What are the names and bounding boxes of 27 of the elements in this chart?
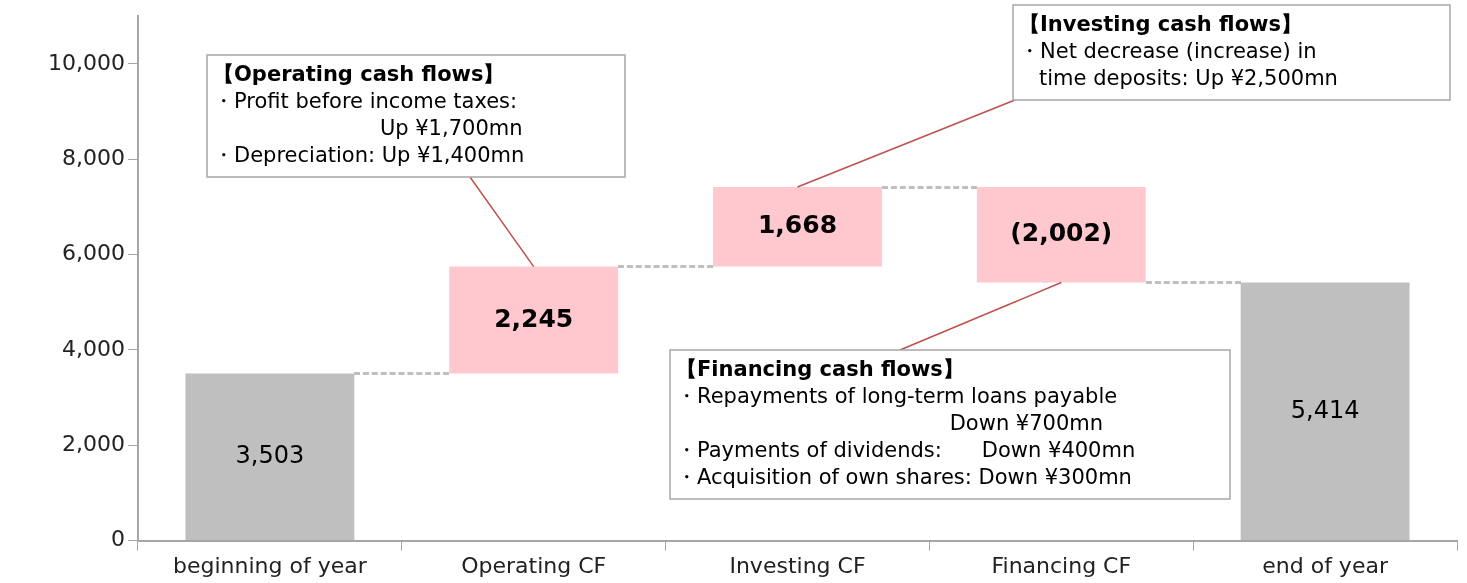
data-label: (2,002) bbox=[1010, 218, 1113, 248]
y-tick-label: 0 bbox=[110, 526, 125, 552]
y-tick-label: 10,000 bbox=[47, 49, 125, 75]
annotation: 【Financing cash flows】 bbox=[676, 356, 964, 381]
bar bbox=[1240, 282, 1410, 541]
x-tick-label: Operating CF bbox=[461, 552, 607, 578]
x-tick-label: Financing CF bbox=[991, 552, 1132, 578]
y-tick-label: 2,000 bbox=[61, 430, 125, 456]
bar bbox=[713, 187, 882, 267]
annotation: ・Net decrease (increase) in time deposits: Up ¥2,500mn bbox=[1019, 38, 1338, 90]
x-tick-label: end of year bbox=[1262, 552, 1389, 578]
bar bbox=[185, 373, 355, 541]
annotation: ・Profit before income taxes: Up ¥1,700mn ・Depreciation: Up ¥1,400mn bbox=[213, 88, 525, 167]
annotation: 【Operating cash flows】 bbox=[213, 61, 505, 86]
annotation: 【Investing cash flows】 bbox=[1019, 11, 1302, 36]
data-label: 5,414 bbox=[1290, 395, 1360, 424]
y-tick-label: 4,000 bbox=[61, 335, 125, 361]
data-label: 1,668 bbox=[757, 210, 838, 240]
x-tick-label: Investing CF bbox=[729, 552, 866, 578]
x-tick-label: beginning of year bbox=[173, 552, 368, 578]
y-tick-label: 8,000 bbox=[61, 144, 125, 170]
y-tick-label: 6,000 bbox=[61, 240, 125, 266]
annotation: ・Repayments of long-term loans payable Down ¥700mn ・Payments of dividends: Down ¥400mn ・Acquisition of own shares: Down ¥300mn bbox=[676, 383, 1136, 489]
data-label: 3,503 bbox=[235, 441, 305, 470]
bar bbox=[976, 187, 1146, 283]
bar bbox=[449, 266, 619, 374]
data-label: 2,245 bbox=[494, 303, 574, 333]
